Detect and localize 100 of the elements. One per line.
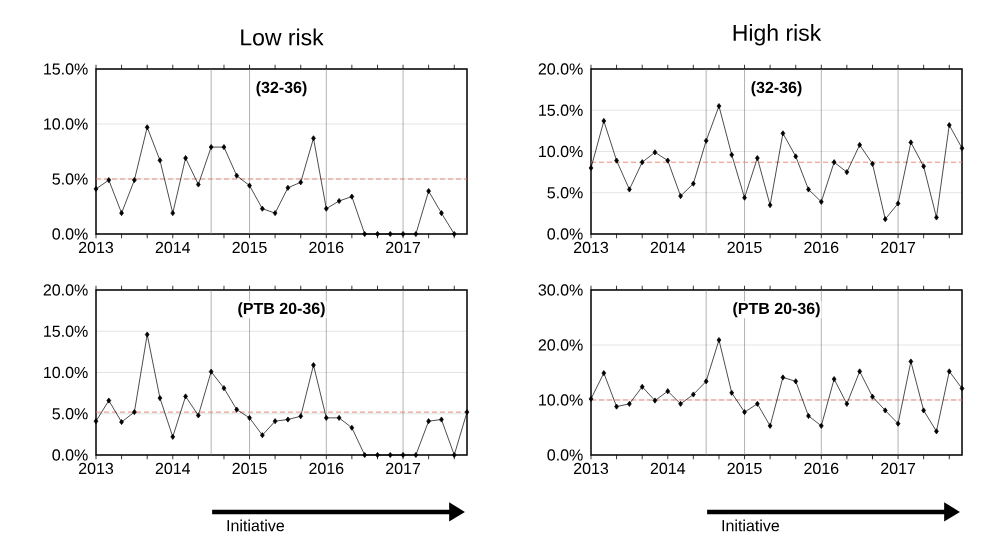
x-tick-label: 2016 xyxy=(804,462,839,475)
y-tick-label: 20.0% xyxy=(43,284,88,296)
point xyxy=(336,198,342,204)
y-tick-label: 10.0% xyxy=(539,394,583,406)
point xyxy=(946,122,952,129)
point xyxy=(208,368,214,375)
y-tick-label: 15.0% xyxy=(44,63,88,75)
point xyxy=(665,157,671,164)
x-tick-label: 2013 xyxy=(574,462,609,475)
point xyxy=(588,165,594,171)
text: Initiative xyxy=(227,519,285,532)
point xyxy=(93,185,99,192)
point xyxy=(221,144,227,151)
point xyxy=(93,418,99,425)
annotation: (32-36) xyxy=(256,81,307,97)
point xyxy=(755,400,760,407)
point xyxy=(285,184,291,191)
point xyxy=(426,418,431,425)
point xyxy=(413,231,419,237)
point xyxy=(806,186,811,193)
point xyxy=(652,149,658,156)
x-tick-label: 2017 xyxy=(386,462,421,475)
point xyxy=(870,160,875,167)
text: Initiative xyxy=(722,519,780,532)
point xyxy=(601,370,607,376)
point xyxy=(311,362,316,369)
point xyxy=(183,155,188,162)
point xyxy=(716,337,722,343)
point xyxy=(627,186,632,193)
point xyxy=(716,103,722,110)
point xyxy=(272,418,278,425)
point xyxy=(157,157,163,164)
x-tick-label: 2015 xyxy=(232,462,267,475)
point xyxy=(652,397,658,404)
point xyxy=(819,422,824,429)
y-tick-label: 30.0% xyxy=(538,284,583,296)
point xyxy=(119,419,124,425)
y-tick-label: 0.0% xyxy=(52,228,88,240)
point xyxy=(844,400,850,407)
point xyxy=(451,231,457,237)
point xyxy=(742,409,747,416)
point xyxy=(119,210,124,217)
point xyxy=(106,397,112,404)
x-tick-label: 2015 xyxy=(727,241,762,254)
point xyxy=(946,368,952,375)
point xyxy=(831,159,837,166)
x-tick-label: 2014 xyxy=(650,241,686,254)
point xyxy=(260,432,265,439)
point xyxy=(387,231,393,237)
point xyxy=(639,383,645,390)
y-tick-label: 15.0% xyxy=(44,325,88,337)
x-tick-label: 2017 xyxy=(881,462,916,475)
x-tick-label: 2013 xyxy=(79,462,114,475)
y-tick-label: 0.0% xyxy=(52,449,88,461)
y-tick-label: 10.0% xyxy=(44,118,88,130)
point xyxy=(908,139,914,146)
point xyxy=(247,414,252,421)
x-tick-label: 2017 xyxy=(881,241,916,254)
x-tick-label: 2016 xyxy=(309,462,344,475)
point xyxy=(196,412,201,419)
point xyxy=(298,179,304,186)
point xyxy=(895,200,901,207)
point xyxy=(170,210,176,217)
point xyxy=(247,182,252,189)
point xyxy=(323,414,329,421)
annotation: (32-36) xyxy=(751,81,802,97)
point xyxy=(627,400,632,407)
point xyxy=(106,177,112,184)
point xyxy=(234,406,240,413)
point xyxy=(439,210,444,217)
point xyxy=(934,428,939,435)
x-tick-label: 2015 xyxy=(727,462,762,475)
point xyxy=(959,385,965,392)
point xyxy=(691,391,696,398)
point xyxy=(234,172,240,179)
y-tick-label: 0.0% xyxy=(547,228,583,240)
x-tick-label: 2013 xyxy=(574,241,609,254)
point xyxy=(793,378,799,385)
x-tick-label: 2014 xyxy=(155,462,191,475)
point xyxy=(221,385,227,392)
point xyxy=(729,151,735,158)
point xyxy=(336,414,342,421)
point xyxy=(285,416,291,423)
chart-title: Low risk xyxy=(241,28,324,46)
point xyxy=(272,210,278,217)
point xyxy=(780,374,786,381)
point xyxy=(793,153,799,160)
point xyxy=(819,198,824,205)
point xyxy=(588,395,594,402)
point xyxy=(767,202,773,209)
point xyxy=(464,409,470,416)
point xyxy=(196,181,201,188)
point xyxy=(144,331,150,338)
point xyxy=(426,188,431,195)
point xyxy=(260,205,265,212)
point xyxy=(375,231,380,237)
point xyxy=(439,416,444,423)
point xyxy=(908,358,914,365)
point xyxy=(614,157,619,164)
point xyxy=(601,118,607,124)
